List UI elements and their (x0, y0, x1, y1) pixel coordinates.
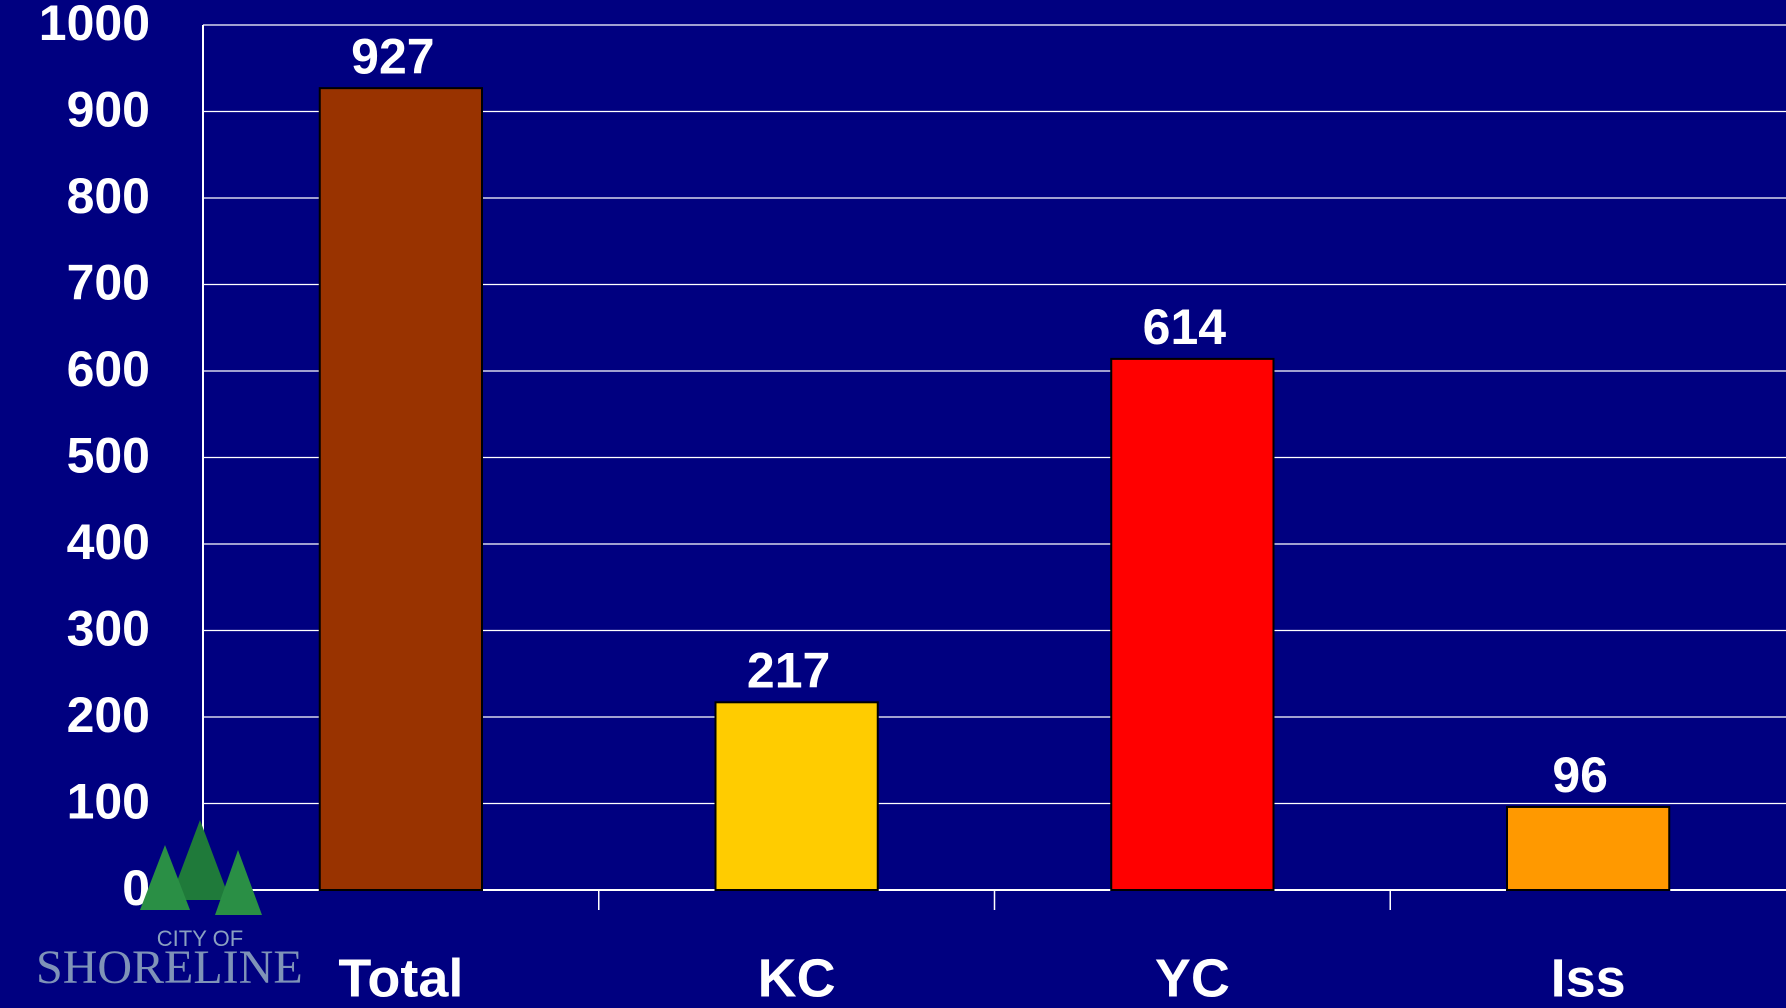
y-tick-label: 400 (67, 514, 150, 570)
value-label: 217 (747, 642, 830, 698)
x-tick-label: Iss (1551, 948, 1626, 1008)
bar (1110, 357, 1275, 891)
logo-tree (140, 845, 190, 910)
logo-text: CITY OF (157, 926, 243, 951)
y-tick-label: 500 (67, 428, 150, 484)
y-tick-label: 600 (67, 341, 150, 397)
value-label: 927 (351, 28, 434, 84)
bar (1505, 805, 1671, 892)
x-tick-label: Total (338, 948, 463, 1008)
y-tick-label: 900 (67, 82, 150, 138)
x-tick-label: KC (758, 948, 836, 1008)
y-tick-label: 1000 (39, 0, 150, 51)
logo-text: SHORELINE (36, 941, 303, 994)
y-tick-label: 100 (67, 774, 150, 830)
y-tick-label: 700 (67, 255, 150, 311)
logo-tree (215, 850, 262, 915)
x-tick-label: YC (1155, 948, 1230, 1008)
value-label: 96 (1552, 747, 1608, 803)
y-tick-label: 300 (67, 601, 150, 657)
bar (318, 87, 484, 891)
bar (714, 701, 879, 891)
value-label: 614 (1143, 299, 1227, 355)
logo-tree (170, 820, 230, 900)
logo: CITY OF SHORELINE (36, 820, 303, 994)
y-tick-label: 200 (67, 687, 150, 743)
y-tick-label: 800 (67, 168, 150, 224)
